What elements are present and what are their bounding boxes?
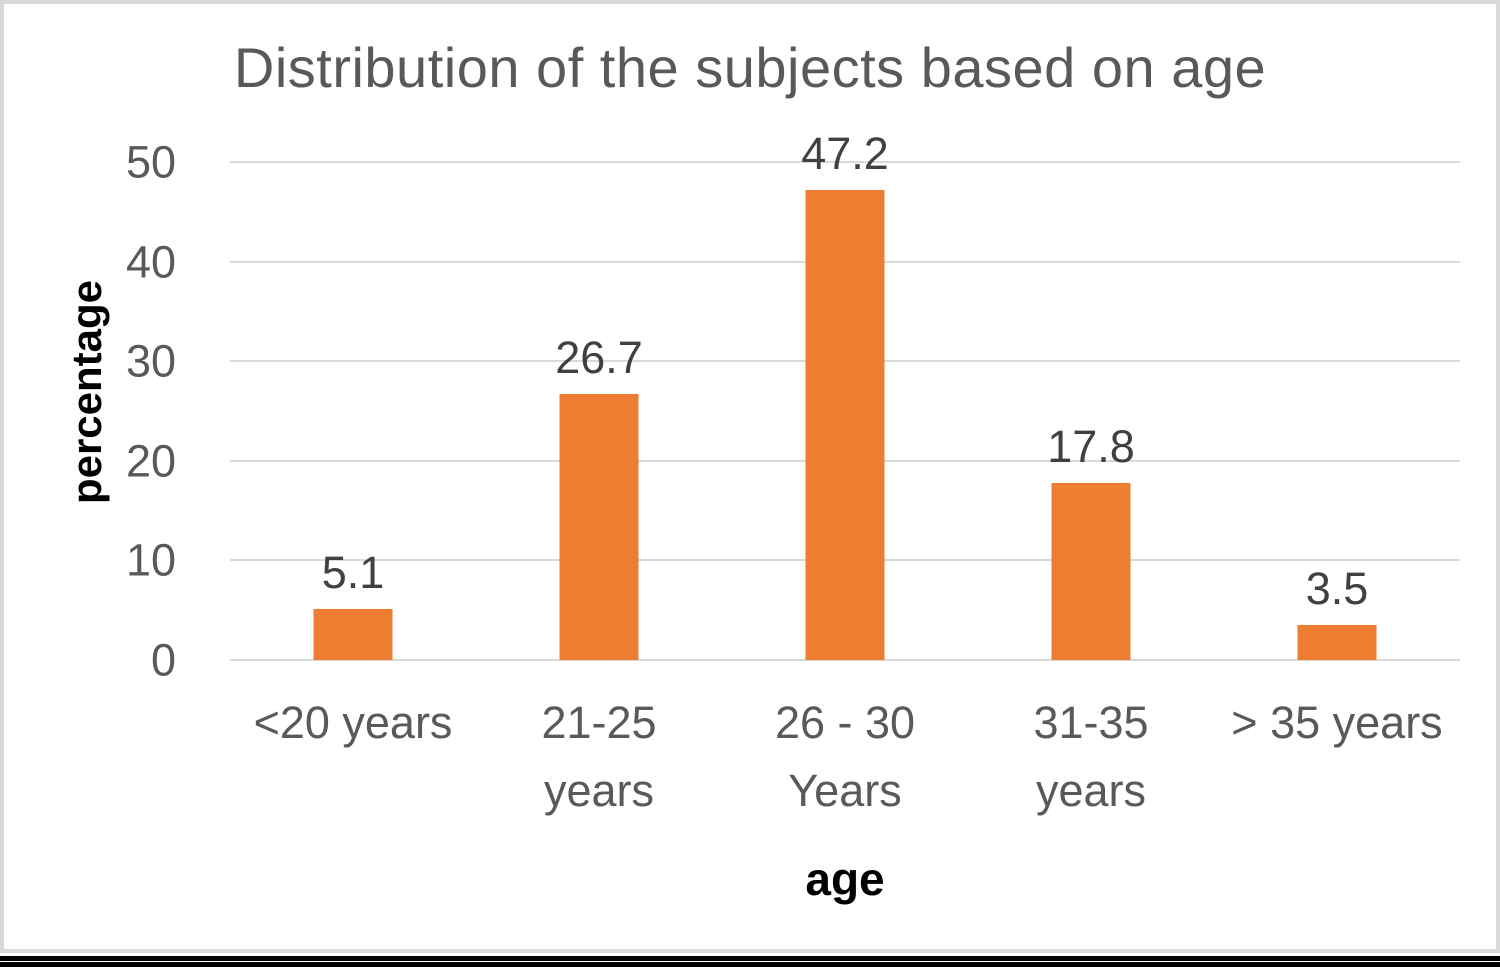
bar-value-label: 3.5 [1305, 563, 1369, 615]
y-tick-label: 0 [150, 634, 176, 686]
chart-title: Distribution of the subjects based on ag… [233, 36, 1267, 99]
x-axis-title: age [805, 853, 885, 905]
category-column: 17.8 31-35 years [968, 162, 1214, 816]
bottom-border-line-1 [0, 956, 1500, 961]
x-tick-label: 26 - 30 Years [774, 697, 916, 816]
plot-area: 5.1 <20 years 26.7 21-25 years 47.2 26 - 30 Y… [230, 128, 1460, 816]
y-tick-label: 30 [125, 335, 176, 387]
y-axis-ticks: 0 10 20 30 40 50 [4, 140, 176, 683]
x-tick-label: 21-25 years [541, 697, 657, 816]
bar [1297, 625, 1377, 660]
gridline [230, 659, 1460, 661]
category-column: 5.1 <20 years [230, 162, 476, 748]
bar [559, 394, 639, 660]
y-tick-label: 20 [125, 435, 176, 487]
gridline [230, 161, 1460, 163]
bar-value-label: 5.1 [321, 547, 385, 599]
bar [1051, 482, 1131, 660]
y-tick-label: 50 [125, 136, 176, 188]
x-tick-label: 31-35 years [1033, 697, 1149, 816]
category-column: 26.7 21-25 years [476, 162, 722, 815]
x-tick-label: <20 years [253, 697, 453, 748]
bar [805, 189, 885, 660]
bar-value-label: 26.7 [555, 332, 643, 384]
bar [313, 609, 393, 660]
x-tick-label: > 35 years [1231, 697, 1443, 748]
y-tick-label: 10 [125, 534, 176, 586]
bar-value-label: 17.8 [1047, 420, 1135, 472]
category-column: 47.2 26 - 30 Years [722, 128, 968, 815]
y-tick-label: 40 [125, 236, 176, 288]
bottom-border-line-2 [0, 962, 1500, 967]
category-column: 3.5 > 35 years [1214, 162, 1460, 748]
bar-value-label: 47.2 [801, 128, 889, 180]
